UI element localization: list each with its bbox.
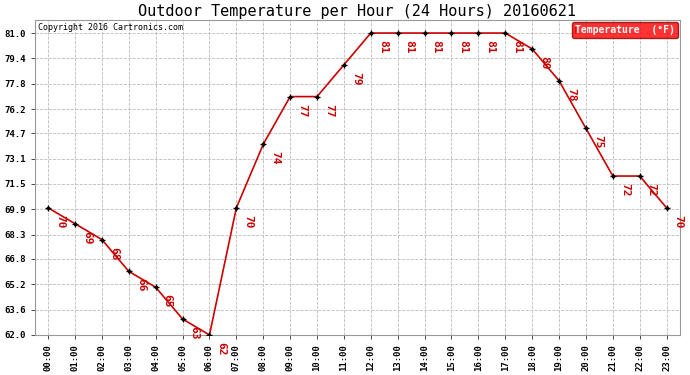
Text: 63: 63 [190,326,199,339]
Text: 68: 68 [109,246,119,260]
Legend: Temperature  (°F): Temperature (°F) [573,22,678,38]
Text: 74: 74 [270,151,280,165]
Text: Copyright 2016 Cartronics.com: Copyright 2016 Cartronics.com [38,24,183,33]
Text: 78: 78 [566,88,576,101]
Text: 77: 77 [324,104,334,117]
Text: 75: 75 [593,135,603,149]
Text: 81: 81 [458,40,469,54]
Text: 65: 65 [163,294,172,308]
Title: Outdoor Temperature per Hour (24 Hours) 20160621: Outdoor Temperature per Hour (24 Hours) … [139,4,576,19]
Text: 72: 72 [620,183,630,196]
Text: 66: 66 [136,278,146,292]
Text: 81: 81 [404,40,415,54]
Text: 81: 81 [431,40,442,54]
Text: 79: 79 [351,72,361,85]
Text: 81: 81 [512,40,522,54]
Text: 69: 69 [82,231,92,244]
Text: 77: 77 [297,104,307,117]
Text: 70: 70 [673,215,684,228]
Text: 62: 62 [217,342,226,355]
Text: 81: 81 [377,40,388,54]
Text: 70: 70 [244,215,253,228]
Text: 80: 80 [539,56,549,69]
Text: 70: 70 [55,215,65,228]
Text: 81: 81 [485,40,495,54]
Text: 72: 72 [647,183,657,196]
